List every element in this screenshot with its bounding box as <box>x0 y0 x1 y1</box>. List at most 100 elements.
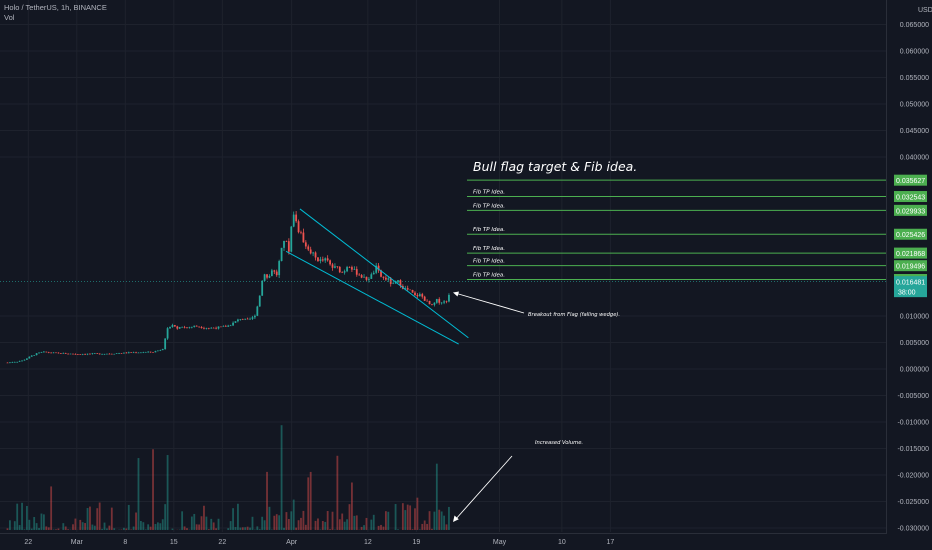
volume-bar <box>309 471 312 530</box>
volume-bar <box>72 524 74 530</box>
candle-body <box>244 318 247 320</box>
fib-price-tag <box>894 260 927 272</box>
candle-body <box>283 240 285 248</box>
fib-level-label: Fib TP Idea. <box>473 203 505 209</box>
fib-price-text: 0.035627 <box>896 178 925 185</box>
candle-body <box>290 226 293 252</box>
volume-bar <box>363 525 365 530</box>
candle-body <box>42 351 45 353</box>
candle-body <box>11 362 14 363</box>
candle-body <box>45 351 48 353</box>
candle-body <box>101 354 103 355</box>
candle-body <box>200 327 203 329</box>
candle-body <box>222 326 225 327</box>
volume-bar <box>203 505 205 530</box>
candle-body <box>62 353 65 354</box>
volume-bar <box>346 519 348 530</box>
price-tick-label: 0.000000 <box>900 367 929 374</box>
candle-body <box>426 300 429 302</box>
price-tick-label: -0.005000 <box>897 393 929 400</box>
volume-bar <box>18 525 21 530</box>
candle-body <box>355 269 358 275</box>
volume-bar <box>207 529 210 530</box>
fib-level-label: Fib TP Idea. <box>473 273 505 279</box>
candle-body <box>108 353 111 355</box>
candle-body <box>263 274 266 281</box>
candle-body <box>9 362 11 363</box>
volume-bar <box>290 511 293 530</box>
candle-body <box>67 353 70 355</box>
volume-bar <box>256 526 259 530</box>
candle-body <box>130 352 133 353</box>
candle-body <box>341 272 344 273</box>
volume-bar <box>401 503 404 530</box>
volume-indicator-label[interactable]: Vol <box>4 13 15 22</box>
volume-bar <box>13 521 16 530</box>
volume-bar <box>440 511 443 530</box>
candle-body <box>30 355 33 357</box>
candle-body <box>440 302 443 304</box>
candle-body <box>84 354 87 355</box>
volume-bar <box>210 518 213 530</box>
arrow-head <box>453 291 459 297</box>
candle-body <box>118 353 120 354</box>
chart-header: Holo / TetherUS, 1h, BINANCE Vol <box>4 3 107 23</box>
candle-body <box>273 270 276 272</box>
candle-body <box>152 352 154 353</box>
fib-level-label: Fib TP Idea. <box>473 190 505 196</box>
volume-bar <box>326 511 329 530</box>
volume-bar <box>200 516 203 530</box>
volume-bar <box>273 515 276 530</box>
candle-body <box>239 319 242 320</box>
time-tick-label: 17 <box>607 539 615 546</box>
time-tick-label: 8 <box>123 539 127 546</box>
current-price-text: 0.016481 <box>896 280 925 287</box>
candle-body <box>394 282 397 284</box>
volume-bar <box>125 528 128 530</box>
volume-bar <box>355 515 358 530</box>
volume-bar <box>278 515 281 530</box>
candle-body <box>55 352 57 354</box>
candle-body <box>448 294 450 302</box>
price-tick-label: -0.030000 <box>897 526 929 533</box>
volume-bar <box>329 529 331 530</box>
candle-body <box>115 353 118 354</box>
candle-body <box>164 338 167 350</box>
candle-body <box>28 356 31 359</box>
candle-body <box>438 299 441 303</box>
volume-bar <box>302 510 305 530</box>
candle-body <box>210 327 213 329</box>
volume-bar <box>154 524 157 530</box>
candle-body <box>79 354 82 355</box>
candle-body <box>334 266 336 268</box>
volume-bar <box>81 522 84 530</box>
time-tick-label: Mar <box>71 539 84 546</box>
volume-bar <box>181 511 184 530</box>
fib-price-text: 0.019496 <box>896 264 925 271</box>
candle-body <box>445 301 448 302</box>
candle-body <box>324 258 327 261</box>
price-tick-label: 0.065000 <box>900 22 929 29</box>
candle-body <box>241 319 244 320</box>
candle-body <box>389 278 392 284</box>
candle-body <box>13 362 16 363</box>
volume-bar <box>183 526 186 530</box>
candle-body <box>169 326 171 329</box>
candle-body <box>207 328 210 329</box>
volume-bar <box>251 516 254 530</box>
fib-levels: 0.035627 Fib TP Idea. 0.032543 Fib TP Idea.… <box>467 174 926 286</box>
fib-price-text: 0.021868 <box>896 251 925 258</box>
volume-bar <box>137 458 140 530</box>
candle-body <box>203 328 205 329</box>
volume-bar <box>249 527 251 530</box>
fib-level-label: Fib TP Idea. <box>473 259 505 265</box>
fib-level-label: Fib TP Idea. <box>473 246 505 252</box>
candle-body <box>351 267 353 270</box>
symbol-title[interactable]: Holo / TetherUS, 1h, BINANCE <box>4 3 107 12</box>
candle-body <box>38 352 40 354</box>
candle-body <box>181 327 184 328</box>
volume-bar <box>144 529 147 530</box>
price-tick-label: 0.040000 <box>900 155 929 162</box>
candle-body <box>140 352 142 354</box>
